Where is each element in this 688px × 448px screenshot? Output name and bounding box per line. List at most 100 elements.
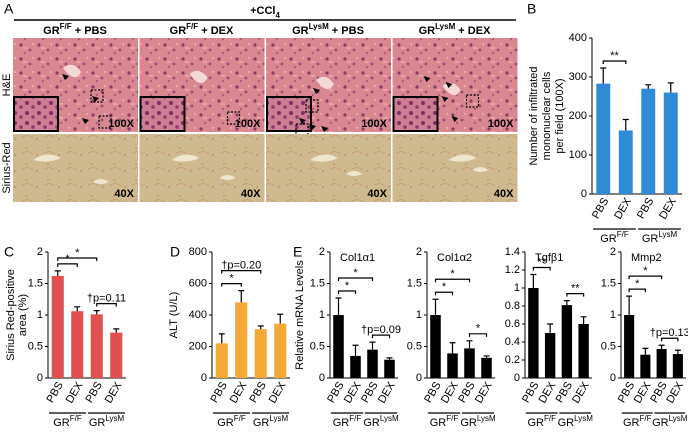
arrowhead: [313, 88, 320, 94]
y-axis-label: ALT (U/L): [168, 292, 180, 339]
magnification: 100X: [108, 118, 134, 130]
column-title-name: GR: [292, 25, 309, 37]
y-tick-label: 1: [319, 309, 325, 321]
group-label: GRLysM: [652, 414, 688, 429]
y-tick-label: 0.8: [505, 300, 520, 312]
arrowhead: [451, 116, 459, 122]
significance-bracket: [434, 278, 471, 283]
bar: [384, 359, 395, 378]
error-bar: [645, 84, 652, 89]
y-tick-label: 0.4: [505, 336, 520, 348]
error-bar: [54, 270, 61, 276]
error-bar: [432, 298, 439, 315]
bar: [624, 315, 635, 378]
error-bar: [547, 323, 554, 333]
bar: [235, 302, 248, 378]
bar: [640, 354, 651, 378]
bar: [447, 353, 458, 378]
column-title-name: GR: [419, 25, 436, 37]
treatment-label: +CCl4: [250, 5, 280, 20]
y-tick-label: 2: [319, 246, 325, 258]
y-tick-label: 0.6: [505, 318, 520, 330]
y-tick-label: 0: [610, 372, 616, 384]
vessel: [310, 154, 338, 162]
bar: [367, 349, 378, 378]
y-tick-label: 1.5: [601, 277, 616, 289]
error-bar: [674, 349, 681, 355]
significance-label: **: [571, 283, 580, 295]
sirius-red-micrograph: [13, 134, 138, 202]
significance-bracket: [566, 293, 585, 297]
group-name: GR: [652, 417, 669, 429]
y-tick-label: 200: [569, 110, 587, 122]
bar: [90, 314, 103, 378]
group-sup: F/F: [234, 414, 246, 423]
x-tick-label: DEX: [64, 379, 86, 405]
error-bar: [386, 357, 393, 360]
inset: [13, 96, 59, 132]
y-tick-label: 0.5: [601, 340, 616, 352]
y-tick-label: 1.5: [28, 277, 43, 289]
error-bar: [257, 325, 264, 330]
group-sup: F/F: [544, 414, 556, 423]
significance-bracket: [532, 266, 551, 271]
group-name: GR: [528, 417, 545, 429]
vessel: [346, 171, 362, 176]
bar: [110, 332, 123, 378]
column-title: GRLysM + DEX: [419, 22, 491, 37]
significance-bracket: [221, 282, 242, 287]
x-tick-label: PBS: [635, 196, 656, 221]
significance-bracket: [628, 288, 646, 293]
column-title-sup: F/F: [60, 22, 72, 31]
x-tick-label: DEX: [664, 379, 686, 405]
significance-label: *: [442, 281, 447, 293]
x-tick-label: DEX: [103, 379, 125, 405]
group-label: GRF/F: [53, 414, 82, 429]
bar: [544, 333, 556, 378]
sirius-red-micrograph: [392, 134, 518, 202]
group-sup: F/F: [446, 414, 458, 423]
vessel: [171, 154, 200, 162]
bar: [464, 348, 475, 378]
significance-bracket: [221, 269, 262, 274]
bar: [663, 92, 678, 194]
significance-bracket: [57, 263, 78, 267]
significance-bracket: [661, 337, 679, 342]
bar: [254, 329, 267, 378]
significance-bracket: [337, 290, 357, 294]
group-sup: LysM: [658, 230, 677, 239]
magnification: 40X: [241, 188, 261, 200]
column-title-sup: LysM: [309, 22, 329, 31]
y-tick-label: 100: [569, 149, 587, 161]
error-bar: [642, 347, 649, 355]
chart-title: Tgfβ1: [535, 252, 563, 264]
significance-bracket: [57, 257, 98, 261]
magnification: 100X: [361, 118, 387, 130]
panel-label: B: [527, 1, 536, 17]
group-name: GR: [217, 417, 234, 429]
chart-title: Col1α1: [340, 252, 375, 264]
group-label: GRLysM: [642, 230, 678, 245]
treatment-sub: 4: [275, 11, 280, 20]
group-sup: LysM: [574, 414, 593, 423]
magnification: 100X: [235, 118, 261, 130]
magnification: 40X: [494, 188, 514, 200]
vessel: [472, 167, 489, 172]
y-tick-label: 2: [610, 246, 616, 258]
error-bar: [563, 300, 570, 306]
group-name: GR: [600, 233, 617, 245]
panel-label: D: [170, 244, 180, 260]
y-tick-label: 1.5: [407, 277, 422, 289]
bar: [656, 349, 667, 378]
vessel: [33, 154, 61, 162]
significance-label: *: [75, 247, 80, 259]
x-tick-label: DEX: [439, 379, 461, 405]
y-tick-label: 200: [189, 340, 207, 352]
group-sup: LysM: [669, 414, 688, 423]
significance-label: *: [476, 323, 481, 335]
significance-bracket: [602, 60, 627, 65]
group-name: GR: [642, 233, 659, 245]
significance-label: *: [229, 272, 234, 284]
group-label: GRF/F: [333, 414, 362, 429]
